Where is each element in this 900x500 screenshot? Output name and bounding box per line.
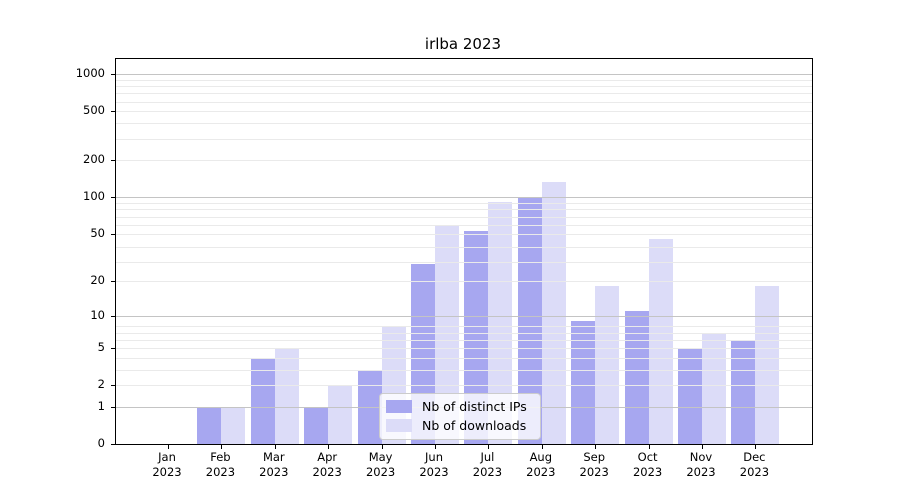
bar-nb-of-downloads-mar <box>274 348 299 444</box>
legend-swatch-downloads-icon <box>386 419 412 432</box>
legend-swatch-distinct-ips-icon <box>386 400 412 413</box>
x-tick-label-jul: Jul 2023 <box>472 450 503 479</box>
chart-title: irlba 2023 <box>424 35 502 53</box>
y-tickmark-0 <box>111 444 115 445</box>
minor-gridline-399 <box>116 123 812 125</box>
major-gridline-1000 <box>116 74 812 75</box>
y-tick-label-500: 500 <box>83 103 105 118</box>
bar-nb-of-downloads-sep <box>595 286 620 444</box>
minor-gridline-69 <box>116 216 812 218</box>
y-tick-label-50: 50 <box>90 225 105 240</box>
y-tickmark-500 <box>111 111 115 113</box>
bar-nb-of-distinct-ips-apr <box>304 406 329 444</box>
minor-gridline-200 <box>116 160 812 161</box>
minor-gridline-299 <box>116 138 812 140</box>
y-tickmark-1000 <box>111 74 115 75</box>
x-tick-label-sep: Sep 2023 <box>579 450 609 479</box>
bar-nb-of-downloads-nov <box>702 332 726 444</box>
x-tickmark-aug <box>541 445 543 449</box>
minor-gridline-799 <box>116 86 812 87</box>
y-tick-label-10: 10 <box>90 307 105 322</box>
x-tickmark-jun <box>435 445 436 449</box>
y-tick-label-20: 20 <box>90 273 105 287</box>
x-tickmark-mar <box>274 445 276 449</box>
bar-nb-of-distinct-ips-mar <box>250 357 275 444</box>
minor-gridline-89 <box>116 203 812 204</box>
x-tick-label-feb: Feb 2023 <box>205 450 236 479</box>
x-tick-label-dec: Dec 2023 <box>739 450 770 479</box>
bar-nb-of-downloads-aug <box>541 181 566 444</box>
x-tickmark-apr <box>328 445 330 449</box>
bar-nb-of-distinct-ips-sep <box>571 320 596 444</box>
x-tick-label-apr: Apr 2023 <box>312 450 342 479</box>
legend: Nb of distinct IPs Nb of downloads <box>379 393 541 440</box>
bar-nb-of-distinct-ips-dec <box>731 339 756 444</box>
minor-gridline-500 <box>116 111 812 113</box>
x-tick-label-nov: Nov 2023 <box>686 450 716 479</box>
minor-gridline-899 <box>116 79 812 81</box>
y-tickmark-20 <box>111 281 115 282</box>
y-tick-label-1: 1 <box>97 398 105 413</box>
x-tick-label-mar: Mar 2023 <box>259 450 289 479</box>
x-tickmark-feb <box>221 445 223 449</box>
bar-nb-of-downloads-apr <box>328 385 353 444</box>
bar-nb-of-downloads-feb <box>221 406 246 444</box>
bar-nb-of-distinct-ips-oct <box>624 310 649 444</box>
legend-item-downloads: Nb of downloads <box>386 418 532 433</box>
y-tickmark-5 <box>111 348 115 350</box>
y-tick-label-2: 2 <box>97 377 105 392</box>
x-tickmark-dec <box>755 445 757 449</box>
y-tickmark-10 <box>111 315 115 317</box>
x-tickmark-jul <box>488 445 490 449</box>
plot-area: Nb of distinct IPs Nb of downloads <box>111 58 813 449</box>
bar-nb-of-downloads-dec <box>755 286 780 444</box>
x-tick-label-oct: Oct 2023 <box>632 450 663 479</box>
y-tick-label-100: 100 <box>83 188 105 203</box>
x-tick-label-jan: Jan 2023 <box>152 450 182 479</box>
x-tick-label-jun: Jun 2023 <box>419 450 449 479</box>
y-tick-label-1000: 1000 <box>75 66 105 80</box>
y-tick-label-0: 0 <box>97 436 105 450</box>
bar-nb-of-distinct-ips-nov <box>678 348 702 444</box>
legend-label-downloads: Nb of downloads <box>422 418 527 433</box>
minor-gridline-79 <box>116 209 812 211</box>
major-gridline-100 <box>116 196 812 198</box>
legend-item-distinct-ips: Nb of distinct IPs <box>386 399 532 414</box>
x-tickmark-jan <box>168 445 169 449</box>
minor-gridline-59 <box>116 224 812 226</box>
minor-gridline-599 <box>116 101 812 103</box>
y-tickmark-1 <box>111 406 115 408</box>
x-tick-label-aug: Aug 2023 <box>526 450 556 479</box>
y-tickmark-50 <box>111 233 115 235</box>
bar-nb-of-downloads-oct <box>648 238 673 444</box>
minor-gridline-699 <box>116 93 812 95</box>
bar-nb-of-distinct-ips-may <box>357 369 382 444</box>
y-tick-label-200: 200 <box>83 152 105 166</box>
y-tickmark-100 <box>111 196 115 198</box>
y-tickmark-200 <box>111 160 115 161</box>
x-tickmark-nov <box>702 445 703 449</box>
bar-nb-of-distinct-ips-feb <box>197 406 222 444</box>
x-tickmark-oct <box>648 445 650 449</box>
x-tick-label-may: May 2023 <box>365 450 396 479</box>
legend-label-distinct-ips: Nb of distinct IPs <box>422 399 527 414</box>
x-tickmark-may <box>381 445 383 449</box>
x-tickmark-sep <box>595 445 597 449</box>
y-tick-label-5: 5 <box>97 340 105 355</box>
y-tickmark-2 <box>111 385 115 387</box>
